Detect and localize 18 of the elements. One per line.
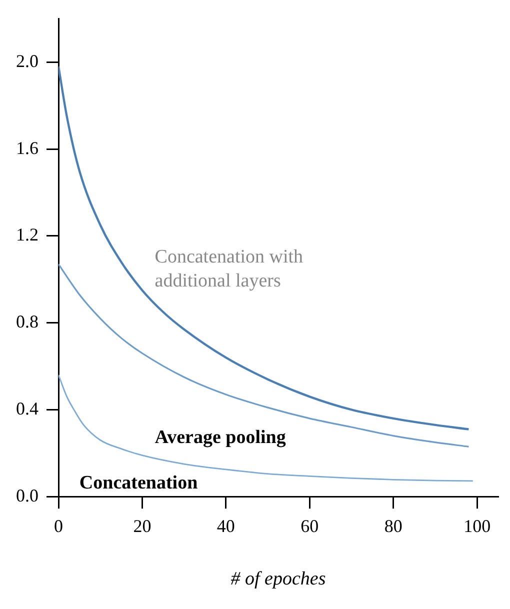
x-tick-label: 40 (216, 516, 235, 536)
y-tick-label: 1.2 (16, 224, 38, 245)
y-tick-label: 0.4 (16, 398, 38, 418)
y-tick-label: 0.0 (16, 485, 38, 506)
y-tick-label: 1.6 (16, 138, 38, 158)
y-tick-label: 0.8 (16, 312, 38, 332)
x-tick-label: 60 (300, 516, 319, 536)
y-tick-label: 2.0 (16, 50, 38, 71)
x-tick-label: 20 (133, 516, 152, 536)
series-label: Concatenation with additional layers (154, 246, 304, 292)
x-tick-label: 80 (384, 516, 402, 536)
line-series (58, 263, 470, 448)
x-axis-title: # of epoches (230, 568, 326, 590)
series-label: Average pooling (154, 426, 286, 448)
x-tick-label: 100 (464, 516, 491, 536)
x-tick-label: 0 (54, 516, 63, 536)
series-label: Concatenation (79, 472, 198, 494)
line-series (58, 65, 470, 430)
